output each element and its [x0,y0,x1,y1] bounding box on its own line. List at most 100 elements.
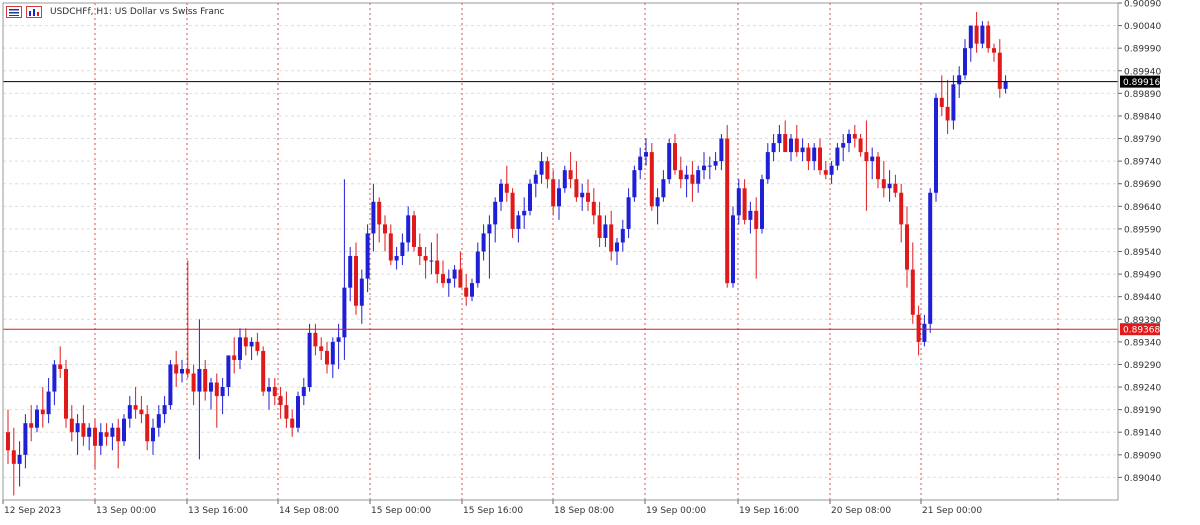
candle [139,396,144,424]
candle-body [98,432,103,446]
candle [562,165,567,193]
candle-body [864,152,869,162]
candle-body [226,355,231,388]
candle [214,373,219,428]
candle [551,170,556,216]
candle-body [539,161,544,175]
candle [133,387,138,419]
candle-body [580,192,585,198]
candle [69,405,74,442]
candle-body [951,84,956,121]
candle [876,152,880,189]
candle [615,237,619,266]
candle [603,215,608,247]
candle [191,364,196,406]
candle-body [232,355,237,360]
candle-body [591,201,596,216]
candle [713,152,718,171]
candle [806,143,811,171]
candle [162,396,167,424]
candle [383,215,387,252]
candle [510,188,515,238]
candle [539,152,544,184]
candle [406,206,411,252]
y-tick-label: 0.89540 [1124,248,1161,258]
candle-body [673,143,677,171]
candle [707,156,712,180]
candle [951,75,956,130]
candle [238,328,242,369]
candle [348,246,353,302]
candle-body [974,25,979,44]
candle [922,314,927,347]
candle-body [858,138,863,153]
chart-properties-icon[interactable] [26,6,42,18]
candle [417,233,422,266]
candle-body [545,161,550,180]
chart-menu-icon[interactable] [6,6,22,18]
candle-body [220,387,225,397]
candle-body [725,138,730,284]
candle-body [46,391,51,415]
candle-body [151,427,155,442]
candle [226,355,231,397]
candle [910,242,915,324]
candle [887,170,892,202]
candle-body [180,368,184,374]
candle [568,152,573,189]
candle-body [597,215,602,238]
candle [435,233,440,284]
candle [29,405,34,442]
candle-body [435,260,440,275]
candle [423,246,428,279]
candle-body [191,373,196,392]
candle-body [110,427,115,437]
candle [46,378,51,424]
candle-body [441,274,445,284]
candle-body [365,233,370,279]
candle-body [133,405,138,410]
candle-body [847,134,851,144]
candle-body [620,228,625,243]
x-tick-label: 12 Sep 2023 [4,506,61,516]
candle-body [52,364,57,392]
candle [794,124,799,157]
candle [301,378,306,406]
candle-body [156,414,161,428]
candle [209,378,213,410]
candle [783,120,788,153]
candle [464,274,469,306]
candle [116,418,121,469]
current-price-label: 0.89916 [1123,78,1160,88]
y-tick-label: 0.89590 [1124,225,1161,235]
candle [499,179,503,211]
candles [6,12,1008,496]
candle [232,337,237,374]
candle [388,224,393,266]
candle-body [893,183,898,193]
candle [760,174,764,234]
current-price-label-box [1120,75,1160,88]
candle-body [562,170,567,189]
candle [52,359,57,406]
candle [197,319,202,460]
candle-body [905,224,909,270]
candle [678,156,683,189]
candle-body [371,201,376,234]
candle-body [638,156,643,171]
candle-body [986,25,991,49]
candle [243,328,248,356]
candle-body [533,174,538,184]
candle [446,269,451,297]
candle-body [429,260,434,262]
candle-body [29,423,34,428]
candle [151,418,155,455]
candle [93,418,97,469]
candle-body [551,179,556,207]
candle-body [968,25,973,49]
candle-body [632,170,637,198]
candle-body [81,423,86,437]
candle [487,215,492,279]
